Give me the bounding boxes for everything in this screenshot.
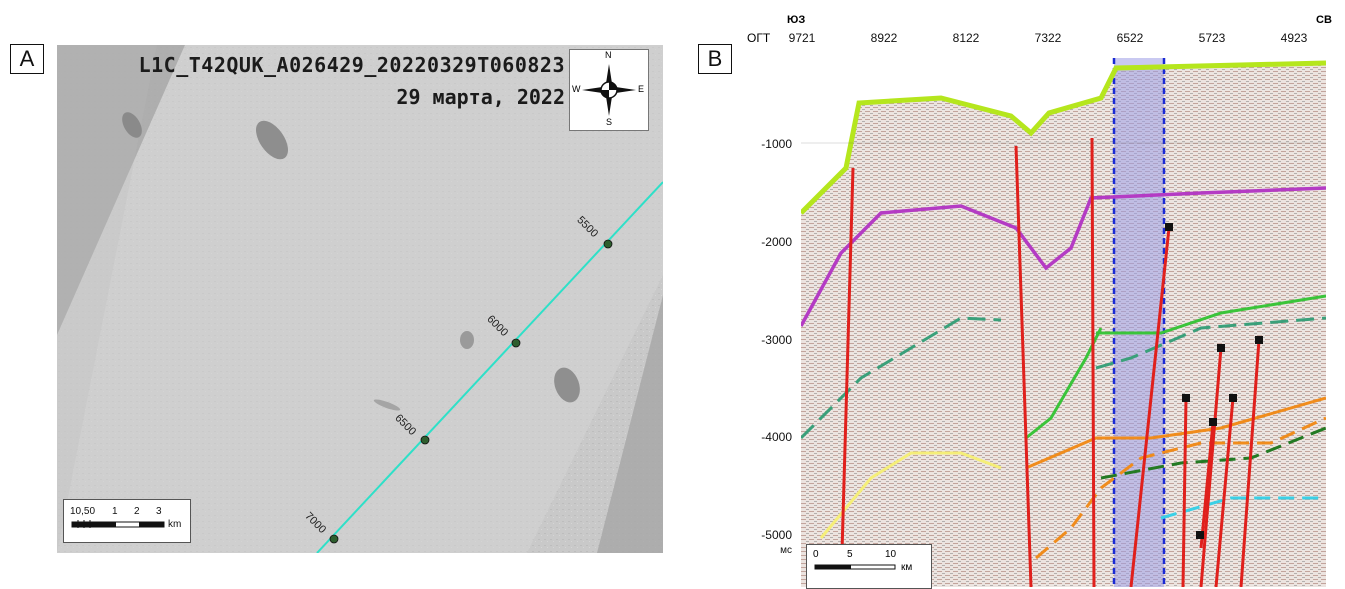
scale-tick-1: 1: [112, 506, 118, 517]
cdp-axis-prefix: ОГТ: [747, 31, 771, 45]
section-scale-tick: 5: [847, 549, 853, 560]
scale-tick-3: 3: [156, 506, 162, 517]
scale-tick-2: 2: [134, 506, 140, 517]
depth-tick: -3000: [761, 333, 792, 347]
map-scalebar: 10,50 1 2 3 km: [63, 499, 191, 543]
panel-b-label: B: [698, 44, 732, 74]
satellite-image: 5500 6000 6500 7000 L1C_T42QUK_A026429_2…: [57, 45, 663, 553]
depth-unit: мс: [780, 545, 792, 556]
track-marker-7000: [329, 534, 339, 544]
scene-id-title: L1C_T42QUK_A026429_20220329T060823: [138, 53, 565, 77]
seismic-section: [801, 58, 1326, 587]
compass-n: N: [605, 50, 612, 60]
depth-tick: -5000: [761, 528, 792, 542]
section-scale-tick: 10: [885, 549, 897, 560]
cdp-tick: 5723: [1198, 31, 1226, 45]
compass-s: S: [606, 117, 613, 127]
satellite-scene: [57, 45, 663, 553]
depth-tick: -2000: [761, 235, 792, 249]
track-marker-6000: [511, 338, 521, 348]
cdp-tick: 4923: [1280, 31, 1308, 45]
depth-tick: -4000: [761, 430, 792, 444]
scale-tick-0: 10,50: [70, 506, 96, 517]
scene-date: 29 марта, 2022: [396, 85, 565, 109]
section-scale-tick: 0: [813, 549, 819, 560]
section-scalebar: 0 5 10 км: [806, 544, 932, 589]
cdp-tick: 8922: [870, 31, 898, 45]
direction-southwest: ЮЗ: [787, 14, 806, 26]
compass-e: E: [638, 84, 645, 94]
depth-tick: -1000: [761, 137, 792, 151]
direction-northeast: СВ: [1316, 14, 1332, 26]
compass-w: W: [572, 84, 581, 94]
cdp-tick: 8122: [952, 31, 980, 45]
cdp-tick: 7322: [1034, 31, 1062, 45]
cdp-tick: 9721: [788, 31, 816, 45]
seismic-profile: [801, 58, 1326, 587]
section-scale-unit: км: [901, 562, 913, 573]
compass-rose-icon: N S E W: [569, 49, 649, 131]
track-marker-5500: [603, 239, 613, 249]
scale-unit: km: [168, 519, 182, 530]
panel-a-label: A: [10, 44, 44, 74]
track-marker-6500: [420, 435, 430, 445]
cdp-tick: 6522: [1116, 31, 1144, 45]
